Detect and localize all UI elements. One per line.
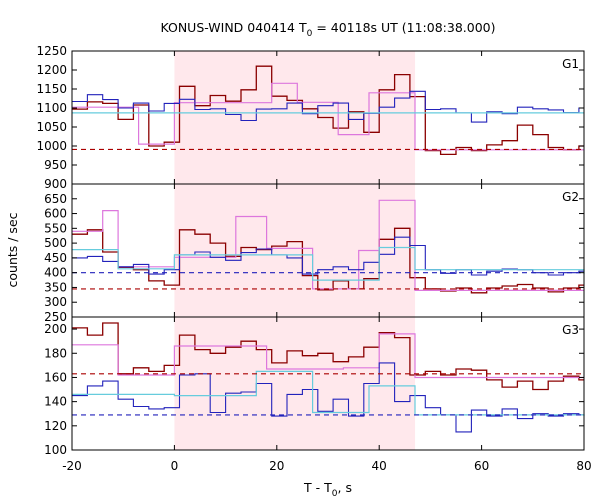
series-coarse-bin-series-g3	[72, 333, 584, 379]
y-tick-label: 1100	[36, 101, 67, 115]
y-tick-label: 100	[44, 443, 67, 457]
y-tick-label: 250	[44, 310, 67, 324]
series-fit-line-g2	[72, 246, 585, 281]
y-tick-label: 400	[44, 266, 67, 280]
y-tick-label: 140	[44, 395, 67, 409]
y-tick-label: 160	[44, 370, 67, 384]
series-coarse-bin-series-g1	[72, 82, 584, 151]
x-tick-label: 60	[474, 459, 489, 473]
y-tick-label: 200	[44, 322, 67, 336]
y-tick-label: 900	[44, 177, 67, 191]
y-tick-label: 120	[44, 419, 67, 433]
series-fine-series-g3	[72, 362, 584, 433]
y-tick-label: 650	[44, 192, 67, 206]
y-tick-label: 1050	[36, 120, 67, 134]
y-tick-label: 350	[44, 280, 67, 294]
x-axis-title: T - T0, s	[303, 480, 352, 499]
frame-layer: 900950100010501100115012001250G125030035…	[36, 44, 591, 473]
y-tick-label: 180	[44, 346, 67, 360]
series-bin-series-g3	[72, 322, 584, 391]
y-axis-title: counts / sec	[5, 212, 20, 287]
series-coarse-bin-series-g2	[72, 199, 584, 291]
y-tick-label: 1000	[36, 139, 67, 153]
panel-label-g1: G1	[562, 57, 579, 71]
y-tick-label: 300	[44, 295, 67, 309]
y-tick-label: 1250	[36, 44, 67, 58]
data-layer	[72, 65, 585, 433]
series-bin-series-g2	[72, 227, 584, 294]
panel-label-g3: G3	[562, 323, 579, 337]
y-tick-label: 1150	[36, 82, 67, 96]
panel-label-g2: G2	[562, 190, 579, 204]
x-tick-label: 80	[576, 459, 591, 473]
y-tick-label: 550	[44, 221, 67, 235]
x-tick-label: 20	[269, 459, 284, 473]
series-bin-series-g1	[72, 65, 584, 156]
y-tick-label: 450	[44, 251, 67, 265]
chart-title: KONUS-WIND 040414 T0 = 40118s UT (11:08:…	[160, 20, 495, 39]
x-tick-label: 0	[171, 459, 179, 473]
x-tick-label: -20	[62, 459, 82, 473]
y-tick-label: 600	[44, 207, 67, 221]
y-tick-label: 1200	[36, 63, 67, 77]
panel-frame-g3	[71, 316, 585, 451]
x-tick-label: 40	[372, 459, 387, 473]
y-tick-label: 950	[44, 158, 67, 172]
y-tick-label: 500	[44, 236, 67, 250]
